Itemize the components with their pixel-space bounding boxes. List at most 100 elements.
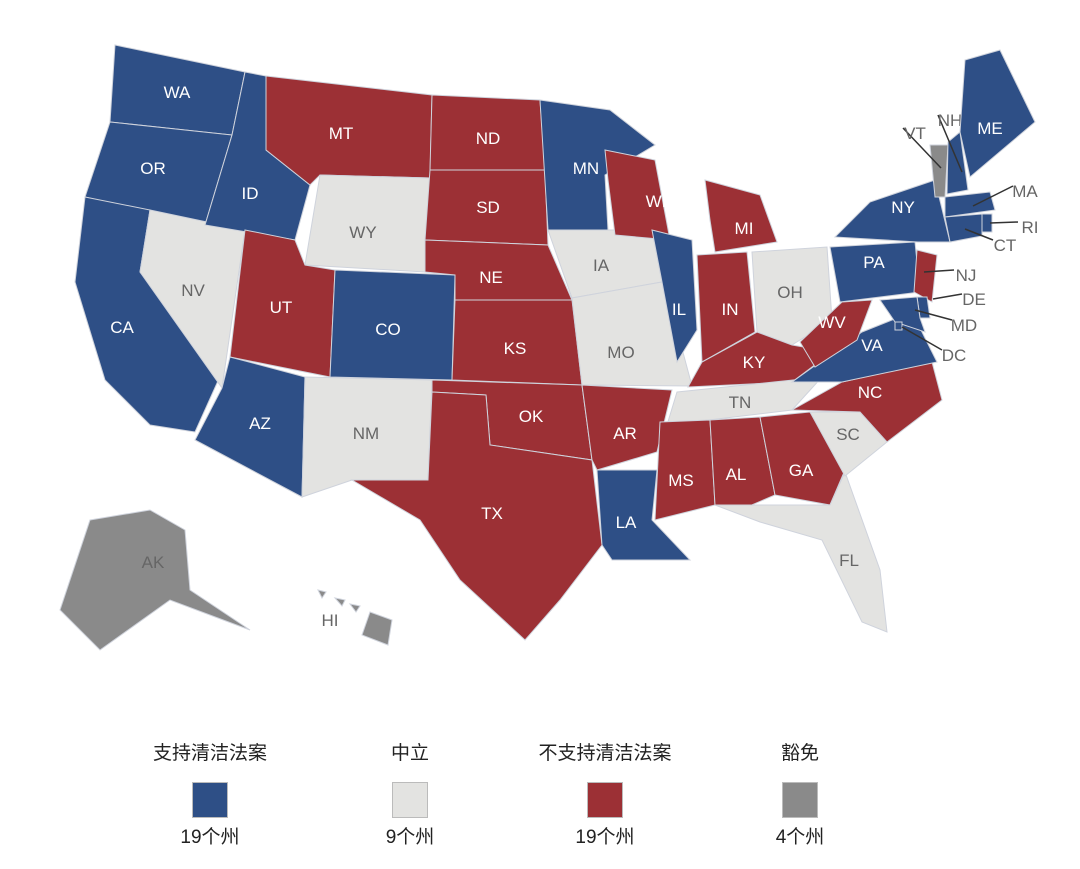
legend-title: 中立 <box>390 743 429 764</box>
state-shape <box>829 241 921 303</box>
state-shape <box>704 179 778 253</box>
state-shape <box>913 249 938 303</box>
state-in: IN <box>696 251 756 363</box>
state-oh: OH <box>751 246 833 346</box>
state-label: NJ <box>956 266 977 285</box>
state-label: AK <box>142 553 165 572</box>
state-label: WV <box>818 313 846 332</box>
legend-count: 9个州 <box>385 827 435 848</box>
state-label: AR <box>613 424 637 443</box>
state-shape <box>894 321 903 331</box>
state-label: VT <box>904 124 926 143</box>
state-la: LA <box>596 469 692 561</box>
leader-line <box>937 114 963 173</box>
state-label: UT <box>270 298 293 317</box>
state-label: SC <box>836 425 860 444</box>
legend-swatch <box>192 782 228 818</box>
state-shape <box>696 251 756 363</box>
state-ny: NY <box>833 179 951 243</box>
state-label: NM <box>353 424 379 443</box>
state-me: ME <box>959 49 1036 178</box>
state-shape <box>709 416 776 511</box>
state-wy: WY <box>304 174 431 273</box>
legend-title: 豁免 <box>780 743 819 764</box>
state-ms: MS <box>654 419 716 521</box>
state-label: GA <box>789 461 814 480</box>
legend-title: 支持清洁法案 <box>152 743 267 764</box>
legend-swatch <box>782 782 818 818</box>
leader-line <box>972 185 1014 207</box>
state-shape <box>651 229 698 364</box>
state-ct: CT <box>944 213 1017 255</box>
state-label: ID <box>242 184 259 203</box>
state-label: LA <box>616 513 637 532</box>
state-label: OK <box>519 407 544 426</box>
state-label: PA <box>863 253 885 272</box>
leader-line <box>989 221 1019 224</box>
state-label: NY <box>891 198 915 217</box>
state-label: OH <box>777 283 803 302</box>
state-label: KY <box>743 353 766 372</box>
legend-count: 19个州 <box>575 827 635 848</box>
state-fl: FL <box>714 470 888 633</box>
state-wi: WI <box>604 149 671 241</box>
state-mi: MI <box>704 179 778 253</box>
state-label: IA <box>593 256 610 275</box>
state-il: IL <box>651 229 698 364</box>
state-label: WY <box>349 223 376 242</box>
legend-item-exempt: 豁免 4个州 <box>710 740 890 849</box>
legend: 支持清洁法案 19个州 中立 9个州 不支持清洁法案 19个州 豁免 4个州 <box>120 740 880 850</box>
state-or: OR <box>84 121 233 226</box>
state-label: ND <box>476 129 501 148</box>
state-shape <box>571 281 693 387</box>
state-md: MD <box>879 296 977 335</box>
state-ar: AR <box>581 384 673 471</box>
state-label: NV <box>181 281 205 300</box>
state-shape <box>350 391 603 641</box>
state-shape <box>879 296 926 333</box>
state-shape <box>596 469 692 561</box>
state-co: CO <box>329 269 456 381</box>
state-shape <box>59 509 251 651</box>
state-label: FL <box>839 551 859 570</box>
state-shape <box>944 213 983 243</box>
state-wv: WV <box>799 299 873 368</box>
state-al: AL <box>709 416 776 511</box>
legend-count: 4个州 <box>775 827 825 848</box>
state-label: NE <box>479 268 503 287</box>
state-shape <box>654 419 716 521</box>
state-label: VA <box>861 336 883 355</box>
leader-line <box>964 228 994 241</box>
state-label: MN <box>573 159 599 178</box>
legend-swatch <box>392 782 428 818</box>
legend-item-support: 支持清洁法案 19个州 <box>120 740 300 849</box>
state-label: AL <box>726 465 747 484</box>
state-label: AZ <box>249 414 271 433</box>
state-label: ME <box>977 119 1003 138</box>
state-shape <box>333 597 346 607</box>
leader-line <box>902 127 942 169</box>
state-label: MO <box>607 343 634 362</box>
state-label: WI <box>646 192 667 211</box>
state-label: CA <box>110 318 134 337</box>
state-label: RI <box>1022 218 1039 237</box>
state-label: CT <box>994 236 1017 255</box>
state-label: MI <box>735 219 754 238</box>
leader-line <box>923 269 955 273</box>
legend-item-neutral: 中立 9个州 <box>320 740 500 849</box>
legend-item-oppose: 不支持清洁法案 19个州 <box>515 740 695 849</box>
leader-line <box>932 293 963 300</box>
state-label: SD <box>476 198 500 217</box>
us-states-map: WA OR CA NV ID MT WY UT CO AZ NM ND SD NE KS OK TX MN IA MO… <box>59 44 1039 651</box>
state-wa: WA <box>109 44 246 136</box>
state-hi: HI <box>317 589 393 646</box>
state-label: OR <box>140 159 166 178</box>
state-label: WA <box>164 83 191 102</box>
state-label: TX <box>481 504 503 523</box>
state-ma: MA <box>944 182 1038 218</box>
state-shape <box>944 191 996 218</box>
leader-line <box>901 326 943 351</box>
state-ri: RI <box>981 213 1039 237</box>
leader-line <box>914 309 953 321</box>
state-shape <box>361 611 393 646</box>
